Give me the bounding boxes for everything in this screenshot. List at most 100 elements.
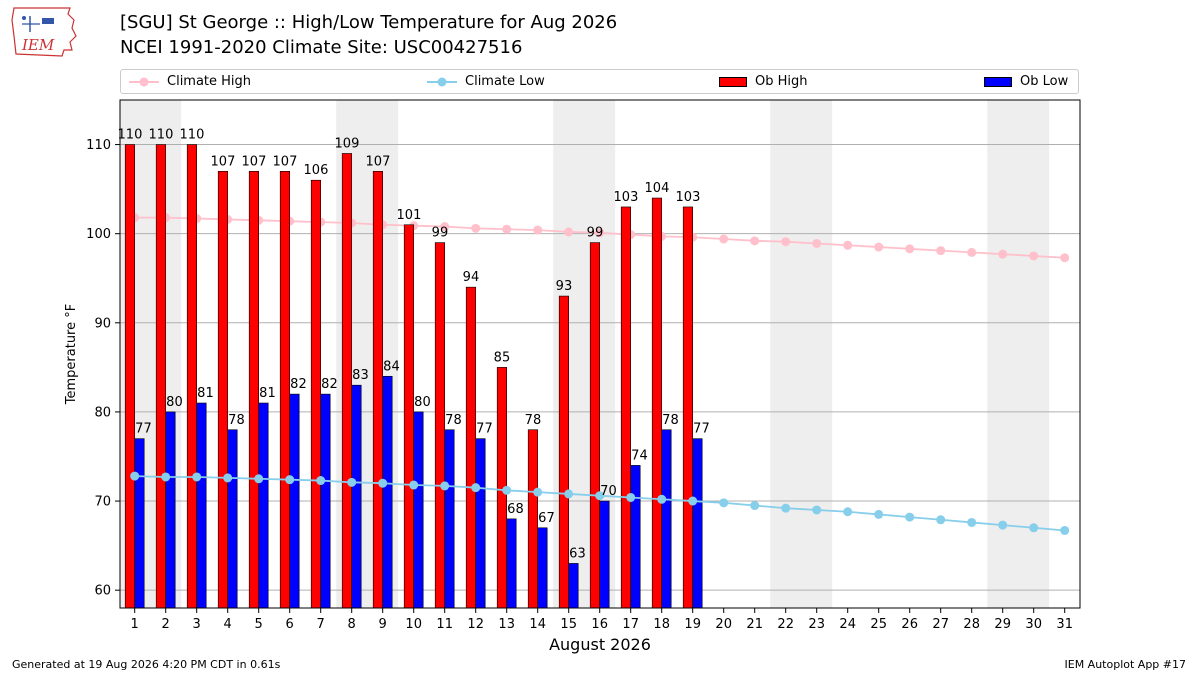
ob-low-label: 82 [290,377,307,392]
climate-low-point [998,520,1008,530]
chart-title: [SGU] St George :: High/Low Temperature … [120,12,618,33]
ob-high-label: 104 [645,181,670,196]
x-tick-label: 30 [1025,617,1042,632]
ob-high-label: 107 [366,154,391,169]
climate-low-point [223,473,233,483]
legend-ob-low-swatch [984,76,1012,87]
legend-label-ob-low: Ob Low [1020,74,1069,89]
x-tick-label: 24 [839,617,856,632]
ob-high-bar [279,170,291,609]
x-tick-label: 13 [498,617,515,632]
x-tick-label: 10 [405,617,422,632]
climate-low-point [378,478,388,488]
ob-low-label: 68 [507,502,524,517]
ob-high-bar [434,242,446,609]
ob-high-label: 107 [211,154,236,169]
climate-high-point [719,234,729,244]
ob-low-label: 77 [693,422,710,437]
ob-low-bar [196,402,207,609]
x-tick-label: 31 [1056,617,1073,632]
climate-low-point [626,492,636,502]
climate-high-point [440,222,450,232]
ob-high-label: 110 [149,128,174,143]
climate-low-point [347,477,357,487]
y-tick-label: 90 [94,316,111,331]
ob-high-label: 101 [397,208,422,223]
climate-low-point [285,475,295,485]
climate-low-point [533,487,543,497]
ob-low-bar [134,438,145,609]
ob-high-bar [217,170,228,609]
ob-high-bar [155,144,166,609]
climate-high-point [533,225,543,235]
ob-low-label: 70 [600,484,617,499]
climate-high-point [936,246,946,256]
ob-low-label: 80 [414,395,431,410]
climate-high-point [905,244,915,254]
ob-low-bar [382,375,393,609]
ob-high-label: 106 [304,163,329,178]
x-tick-label: 6 [286,617,294,632]
x-tick-label: 5 [255,617,263,632]
climate-low-point [502,485,512,495]
climate-low-point [1060,525,1070,535]
ob-high-bar [558,295,570,609]
ob-low-label: 77 [135,422,152,437]
chart-subtitle: NCEI 1991-2020 Climate Site: USC00427516 [120,37,523,58]
y-tick-label: 100 [86,227,111,242]
climate-low-point [750,501,760,511]
generated-timestamp: Generated at 19 Aug 2026 4:20 PM CDT in … [12,658,281,671]
x-tick-label: 21 [746,617,763,632]
climate-low-point [905,512,915,522]
climate-low-point [254,474,264,484]
legend-label-ob-high: Ob High [755,74,808,89]
x-tick-label: 19 [684,617,701,632]
ob-low-label: 81 [259,386,276,401]
ob-high-label: 99 [432,226,449,241]
y-tick-label: 70 [94,495,111,510]
ob-low-bar [258,402,269,609]
ob-high-bar [248,170,259,609]
climate-low-point [440,481,450,491]
ob-high-bar [589,242,601,609]
ob-high-label: 85 [494,350,511,365]
climate-low-point [564,489,574,499]
ob-low-label: 67 [538,511,555,526]
x-tick-label: 23 [808,617,825,632]
x-tick-label: 22 [777,617,794,632]
climate-high-point [967,247,977,257]
x-tick-label: 27 [932,617,949,632]
climate-high-point [471,223,481,233]
climate-low-point [471,483,481,493]
climate-low-point [316,476,326,486]
climate-low-point [192,472,202,482]
y-axis-title: Temperature °F [64,304,79,405]
climate-low-point [1029,523,1039,533]
ob-low-label: 83 [352,368,369,383]
ob-high-bar [403,224,415,609]
climate-high-point [1029,251,1039,261]
ob-high-label: 103 [676,190,701,205]
ob-high-label: 103 [614,190,639,205]
y-tick-label: 60 [94,584,111,599]
ob-low-bar [599,500,610,609]
ob-high-bar [527,429,539,609]
climate-high-point [502,224,512,234]
weekend-band [987,100,1050,608]
ob-high-bar [620,206,632,609]
ob-low-bar [661,429,672,609]
climate-low-point [812,505,822,515]
climate-high-point [781,237,791,247]
chart-legend: Climate High Climate Low Ob High Ob Low [120,69,1079,94]
ob-low-bar [227,429,238,609]
x-tick-label: 29 [994,617,1011,632]
ob-low-bar [630,465,641,609]
x-tick-label: 26 [901,617,918,632]
ob-low-bar [475,438,486,609]
climate-high-point [874,242,884,252]
climate-low-point [936,515,946,525]
y-tick-label: 80 [94,405,111,420]
x-tick-label: 25 [870,617,887,632]
x-tick-label: 4 [224,617,232,632]
iem-logo: IEM [11,7,77,57]
